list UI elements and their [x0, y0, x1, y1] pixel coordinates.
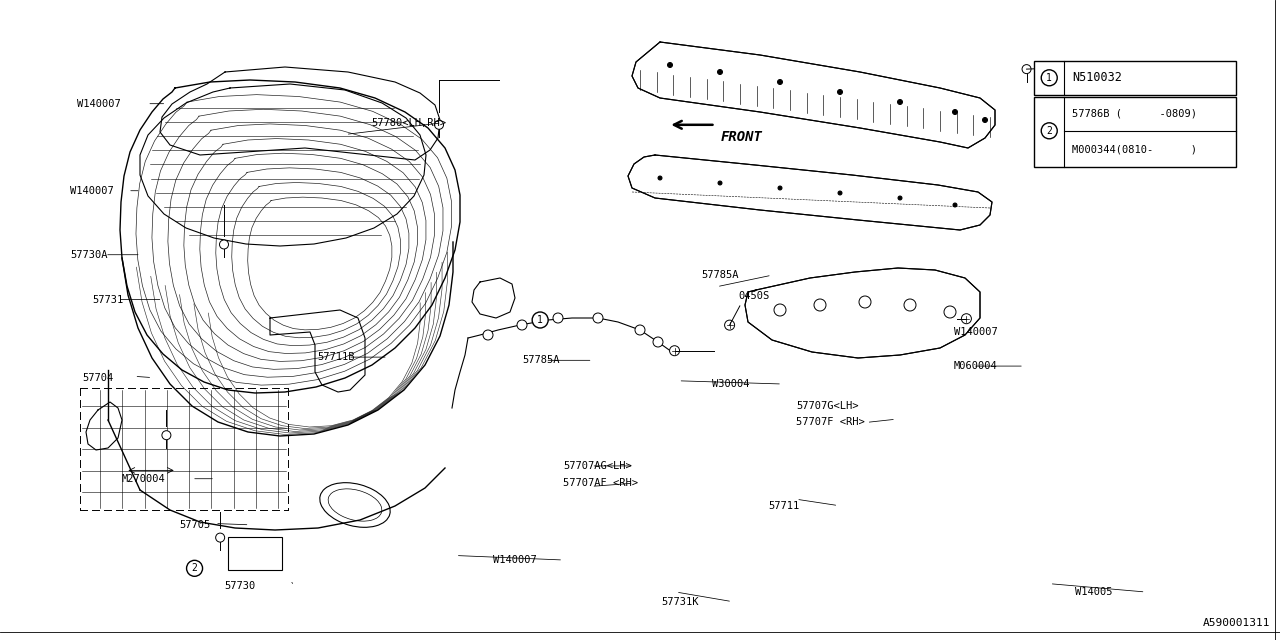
Circle shape	[667, 63, 672, 67]
Circle shape	[718, 181, 722, 185]
Text: 57707G<LH>: 57707G<LH>	[796, 401, 859, 411]
Circle shape	[1041, 123, 1057, 139]
Text: 57730A: 57730A	[70, 250, 108, 260]
Circle shape	[553, 313, 563, 323]
Circle shape	[777, 79, 782, 84]
Polygon shape	[745, 268, 980, 358]
Text: M060004: M060004	[954, 361, 997, 371]
Circle shape	[945, 306, 956, 318]
Text: 57731: 57731	[92, 294, 123, 305]
Bar	[1034, 97, 1236, 167]
Circle shape	[897, 99, 902, 104]
Text: 57785A: 57785A	[522, 355, 559, 365]
Circle shape	[187, 561, 202, 577]
Circle shape	[658, 176, 662, 180]
Text: N510032: N510032	[1073, 71, 1123, 84]
Text: M000344(0810-      ): M000344(0810- )	[1073, 145, 1197, 155]
Text: 1: 1	[1046, 73, 1052, 83]
Circle shape	[653, 337, 663, 347]
Text: 57780<LH,RH>: 57780<LH,RH>	[371, 118, 447, 128]
Text: 57707F <RH>: 57707F <RH>	[796, 417, 865, 428]
Text: W140007: W140007	[493, 555, 536, 565]
Text: 0450S: 0450S	[739, 291, 769, 301]
Circle shape	[215, 533, 225, 542]
Circle shape	[838, 191, 842, 195]
Polygon shape	[632, 42, 995, 148]
Text: FRONT: FRONT	[721, 130, 763, 144]
Text: A590001311: A590001311	[1202, 618, 1270, 628]
Circle shape	[724, 320, 735, 330]
Circle shape	[635, 325, 645, 335]
Circle shape	[952, 109, 957, 115]
Text: 57786B (      -0809): 57786B ( -0809)	[1073, 109, 1197, 119]
Circle shape	[1021, 65, 1032, 74]
Text: W140007: W140007	[70, 186, 114, 196]
Circle shape	[1041, 70, 1057, 86]
Text: W14005: W14005	[1075, 587, 1112, 597]
Circle shape	[532, 312, 548, 328]
Text: 57707AF <RH>: 57707AF <RH>	[563, 478, 639, 488]
Circle shape	[859, 296, 870, 308]
Circle shape	[483, 330, 493, 340]
Circle shape	[434, 120, 444, 129]
Text: 57730: 57730	[224, 580, 255, 591]
Text: 57705: 57705	[179, 520, 210, 530]
Text: 57711B: 57711B	[317, 352, 355, 362]
Circle shape	[669, 346, 680, 356]
Text: W140007: W140007	[954, 326, 997, 337]
Text: W30004: W30004	[712, 379, 749, 389]
Text: 1: 1	[538, 315, 543, 325]
Text: 2: 2	[1046, 126, 1052, 136]
Text: W140007: W140007	[77, 99, 120, 109]
Circle shape	[778, 186, 782, 190]
Circle shape	[954, 203, 957, 207]
Circle shape	[899, 196, 902, 200]
Circle shape	[814, 299, 826, 311]
Text: 2: 2	[192, 563, 197, 573]
Circle shape	[593, 313, 603, 323]
Bar	[1034, 61, 1236, 95]
Polygon shape	[628, 155, 992, 230]
Bar	[228, 537, 282, 570]
Circle shape	[718, 70, 722, 74]
Circle shape	[837, 90, 842, 95]
Text: 57704: 57704	[82, 372, 113, 383]
Circle shape	[517, 320, 527, 330]
Text: 57711: 57711	[768, 500, 799, 511]
Circle shape	[983, 118, 987, 122]
Text: 57707AG<LH>: 57707AG<LH>	[563, 461, 632, 471]
Text: 57785A: 57785A	[701, 270, 739, 280]
Circle shape	[904, 299, 916, 311]
Circle shape	[161, 431, 172, 440]
Text: M270004: M270004	[122, 474, 165, 484]
Circle shape	[219, 240, 229, 249]
Text: 57731K: 57731K	[662, 596, 699, 607]
Circle shape	[961, 314, 972, 324]
Circle shape	[774, 304, 786, 316]
